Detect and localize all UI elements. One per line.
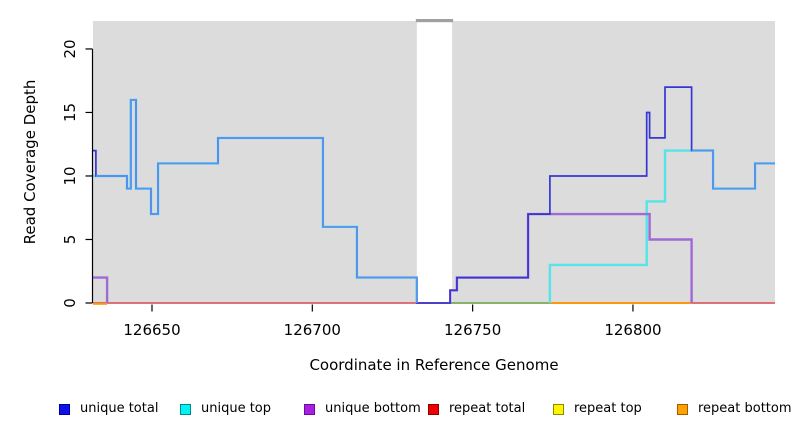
legend-swatch-repeat-bottom (677, 403, 688, 415)
legend-item-repeat-bottom: repeat bottom (677, 401, 792, 417)
legend-item-unique-bottom: unique bottom (304, 401, 421, 417)
legend-label: unique bottom (325, 401, 421, 416)
x-tick-label: 126700 (284, 321, 341, 339)
legend-label: unique top (201, 401, 272, 416)
y-tick-label: 15 (61, 103, 79, 122)
legend-swatch-unique-bottom (304, 403, 315, 415)
legend-swatch-unique-top (180, 403, 191, 415)
series-line-unique-total-overlap-with-top-highlight-light-blue- (95, 98, 418, 303)
legend-swatch-repeat-top (553, 403, 564, 415)
masked-region-cap (415, 19, 454, 23)
legend-label: repeat bottom (698, 401, 792, 416)
y-tick-label: 20 (61, 39, 79, 58)
y-tick-label: 0 (61, 298, 79, 308)
legend-label: unique total (80, 401, 159, 416)
y-tick-label: 10 (61, 166, 79, 185)
legend-label: repeat total (449, 401, 526, 416)
x-tick-label: 126650 (123, 321, 180, 339)
legend-item-repeat-total: repeat total (428, 401, 525, 417)
y-tick-label: 5 (61, 235, 79, 245)
series-line-unique-total-overlap-with-top-highlight-light-blue- (691, 149, 775, 190)
legend-swatch-unique-total (59, 403, 70, 415)
x-tick-label: 126800 (604, 321, 661, 339)
legend-swatch-repeat-total (428, 403, 439, 415)
series-line-unique-bottom (93, 276, 109, 303)
legend-item-unique-total: unique total (59, 401, 158, 417)
legend-label: repeat top (574, 401, 642, 416)
x-tick-label: 126750 (444, 321, 501, 339)
masked-region (416, 21, 453, 303)
x-axis-title: Coordinate in Reference Genome (309, 356, 559, 374)
legend-item-repeat-top: repeat top (553, 401, 642, 417)
legend-item-unique-top: unique top (180, 401, 271, 417)
y-axis-title: Read Coverage Depth (21, 79, 39, 245)
